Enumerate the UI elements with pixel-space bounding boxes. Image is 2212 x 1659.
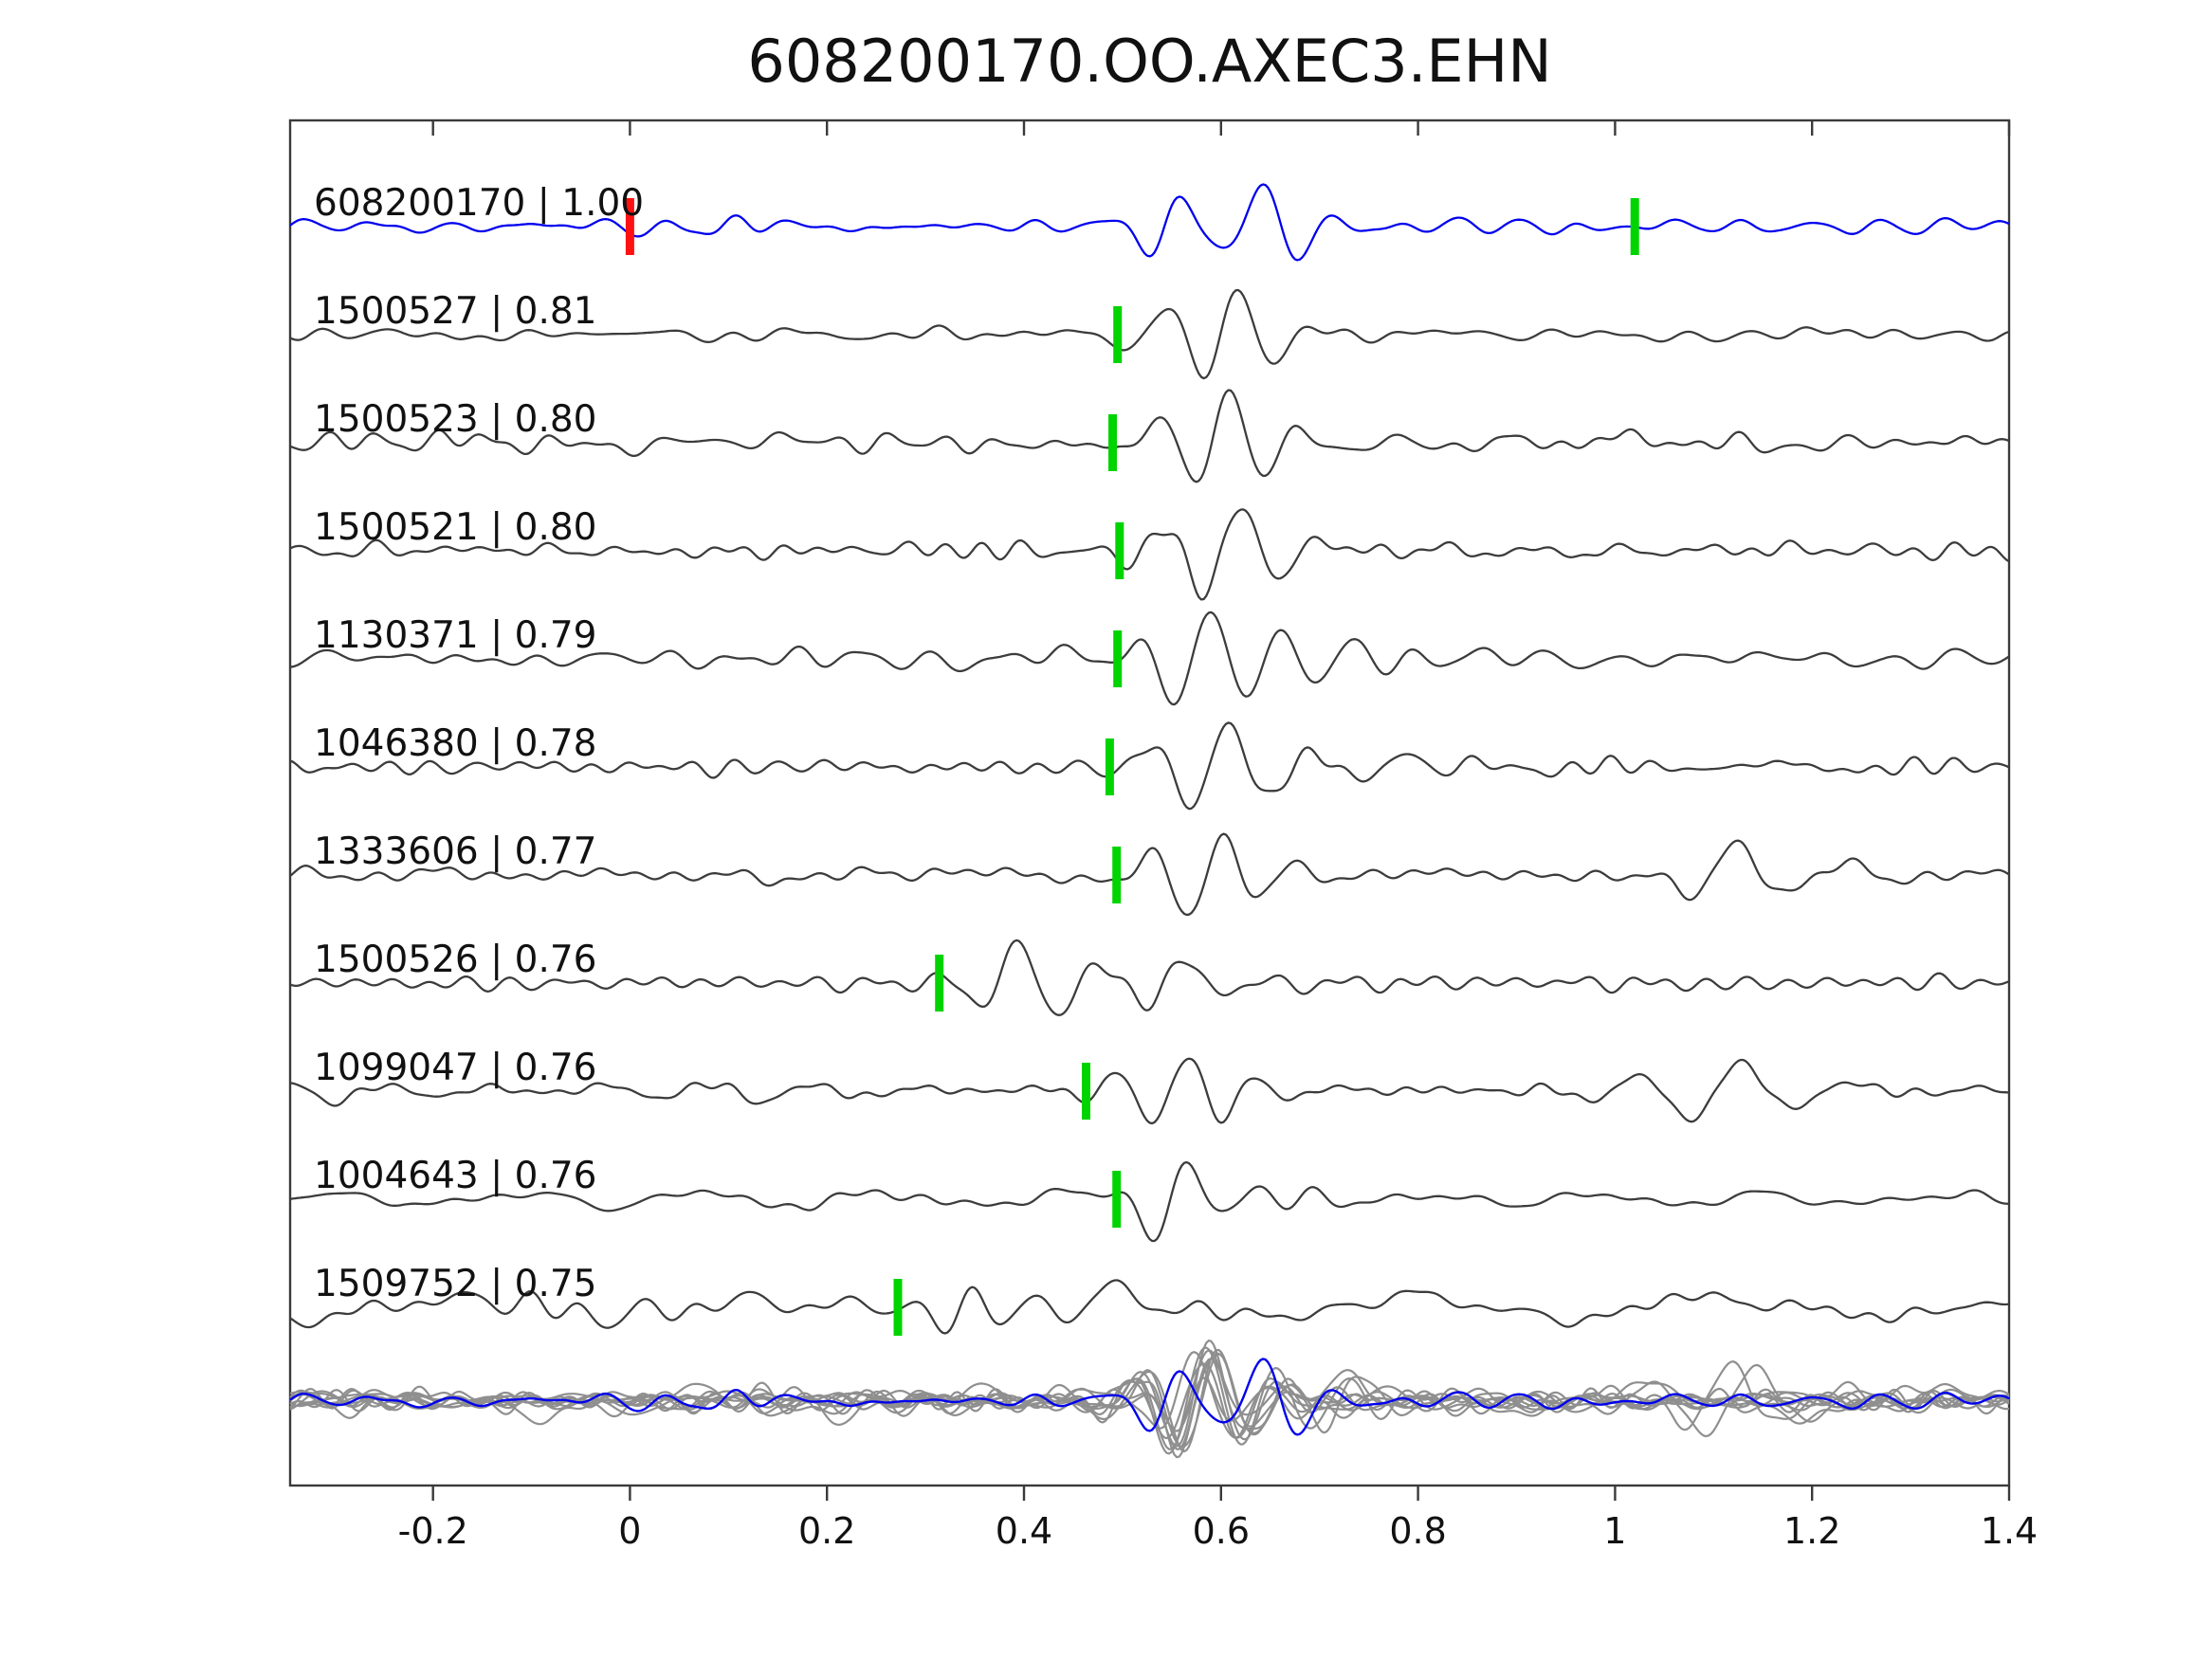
x-tick-label: 1: [1603, 1510, 1626, 1552]
chart-title: 608200170.OO.AXEC3.EHN: [747, 27, 1552, 96]
waveform-trace-1004643: [289, 1160, 2010, 1243]
trace-label-1130371: 1130371 | 0.79: [314, 614, 596, 657]
trace-label-1004643: 1004643 | 0.76: [314, 1155, 596, 1197]
trace-label-1046380: 1046380 | 0.78: [314, 722, 596, 765]
waveform-trace-1500523: [289, 389, 2010, 483]
trace-label-1099047: 1099047 | 0.76: [314, 1047, 596, 1089]
trace-label-1500527: 1500527 | 0.81: [314, 290, 596, 333]
x-tick-label: 0: [618, 1510, 641, 1552]
plot-frame: [288, 118, 2011, 1487]
waveform-trace-1500527: [289, 288, 2010, 380]
x-tick-label: 0.2: [798, 1510, 855, 1552]
trace-label-1500521: 1500521 | 0.80: [314, 506, 596, 549]
waveform-trace-1500526: [289, 939, 2010, 1016]
waveform-trace-1333606: [289, 832, 2010, 917]
waveform-trace-608200170: [289, 183, 2010, 262]
waveform-trace-1509752: [289, 1279, 2010, 1335]
waveform-trace-1500521: [289, 508, 2010, 601]
x-tick-label: 0.8: [1389, 1510, 1446, 1552]
x-tick-label: 0.6: [1193, 1510, 1250, 1552]
x-tick-label: -0.2: [398, 1510, 468, 1552]
overlay-trace-1099047: [289, 1362, 2010, 1440]
trace-label-1500526: 1500526 | 0.76: [314, 939, 596, 981]
waveform-trace-1099047: [289, 1057, 2010, 1125]
x-tick-label: 1.4: [1981, 1510, 2038, 1552]
waveform-trace-1130371: [289, 611, 2010, 706]
x-tick-label: 1.2: [1783, 1510, 1840, 1552]
trace-label-1333606: 1333606 | 0.77: [314, 830, 596, 873]
trace-label-608200170: 608200170 | 1.00: [314, 182, 644, 225]
trace-label-1509752: 1509752 | 0.75: [314, 1263, 596, 1305]
overlay-trace-608200170: [289, 1358, 2010, 1436]
x-tick-label: 0.4: [996, 1510, 1052, 1552]
waveform-trace-1046380: [289, 721, 2010, 811]
trace-label-1500523: 1500523 | 0.80: [314, 398, 596, 441]
